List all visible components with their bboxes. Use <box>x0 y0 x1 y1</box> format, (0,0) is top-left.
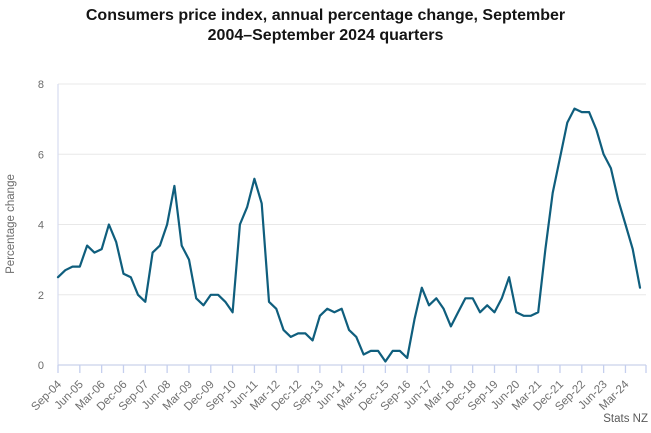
chart-title-line1: Consumers price index, annual percentage… <box>85 7 566 24</box>
plot-area: 02468Sep-04Jun-05Mar-06Dec-06Sep-07Jun-0… <box>29 79 647 413</box>
y-tick-label-8: 8 <box>38 79 44 91</box>
chart-title-line2: 2004–September 2024 quarters <box>207 27 444 44</box>
y-tick-label-2: 2 <box>38 290 44 302</box>
chart-title: Consumers price index, annual percentage… <box>0 6 651 46</box>
y-tick-label-6: 6 <box>38 149 44 161</box>
y-axis-title: Percentage change <box>5 174 17 274</box>
y-tick-label-0: 0 <box>38 360 44 372</box>
attribution-stats-nz: Stats NZ <box>603 413 648 425</box>
cpi-series-line <box>56 107 642 363</box>
y-tick-label-4: 4 <box>38 220 44 232</box>
